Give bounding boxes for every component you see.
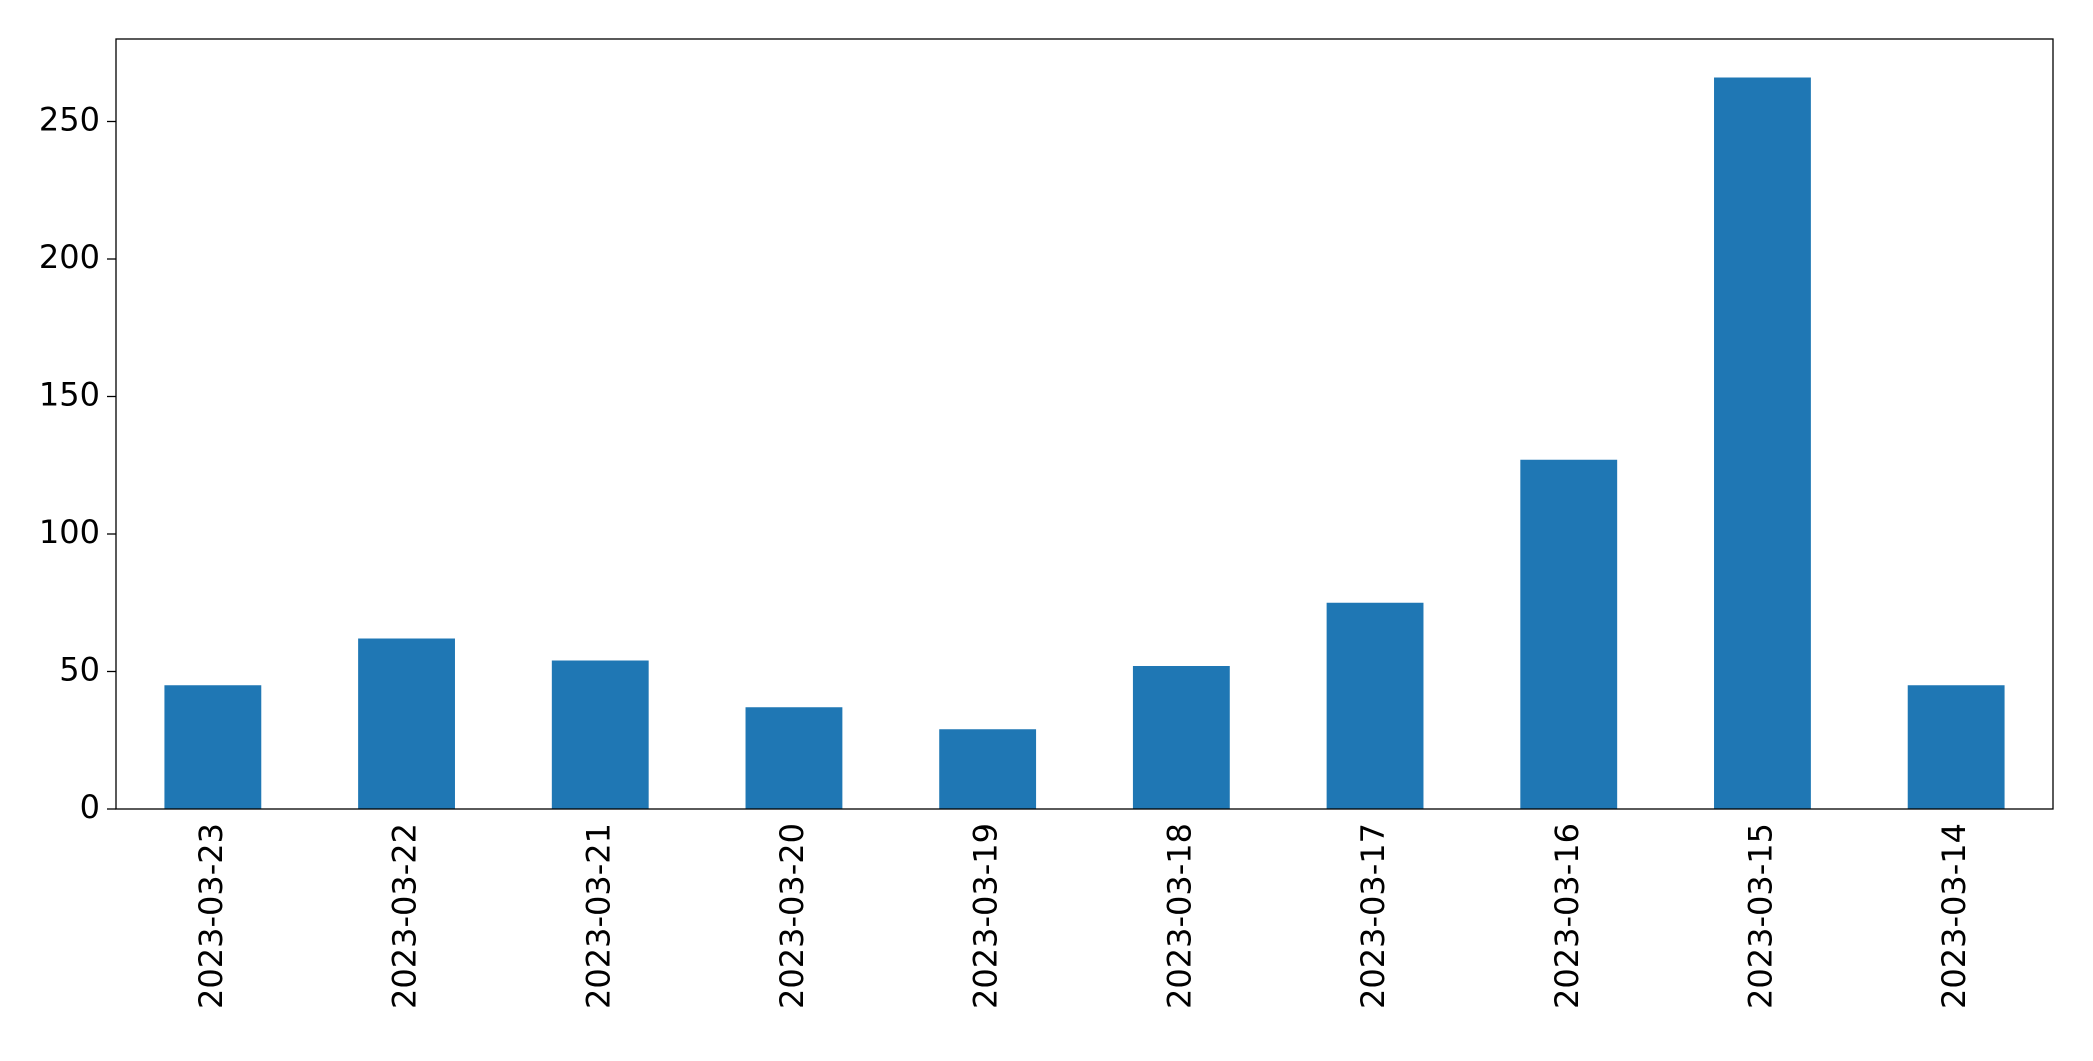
x-tick-label: 2023-03-19	[967, 823, 1005, 1009]
y-tick-label: 250	[39, 101, 100, 139]
bar	[551, 660, 649, 809]
bar	[1907, 685, 2005, 809]
x-tick-label: 2023-03-21	[579, 823, 617, 1009]
x-tick-label: 2023-03-16	[1548, 823, 1586, 1009]
y-tick-label: 50	[59, 651, 100, 689]
x-tick-label: 2023-03-18	[1160, 823, 1198, 1009]
bar	[939, 729, 1037, 809]
x-tick-label: 2023-03-15	[1741, 823, 1779, 1009]
y-tick-label: 150	[39, 376, 100, 414]
y-tick-label: 0	[80, 788, 100, 826]
bar	[1520, 459, 1618, 809]
bar	[164, 685, 262, 809]
x-tick-label: 2023-03-17	[1354, 823, 1392, 1009]
x-tick-label: 2023-03-14	[1935, 823, 1973, 1009]
plot-frame	[115, 38, 2054, 810]
bar	[1714, 77, 1811, 809]
bar	[1326, 602, 1424, 809]
y-tick-label: 100	[39, 513, 100, 551]
x-tick-label: 2023-03-20	[773, 823, 811, 1009]
bar	[1132, 666, 1230, 809]
y-tick-label: 200	[39, 238, 100, 276]
bar	[745, 707, 843, 809]
x-tick-label: 2023-03-22	[386, 823, 424, 1009]
bar	[358, 638, 455, 809]
x-tick-label: 2023-03-23	[192, 823, 230, 1009]
